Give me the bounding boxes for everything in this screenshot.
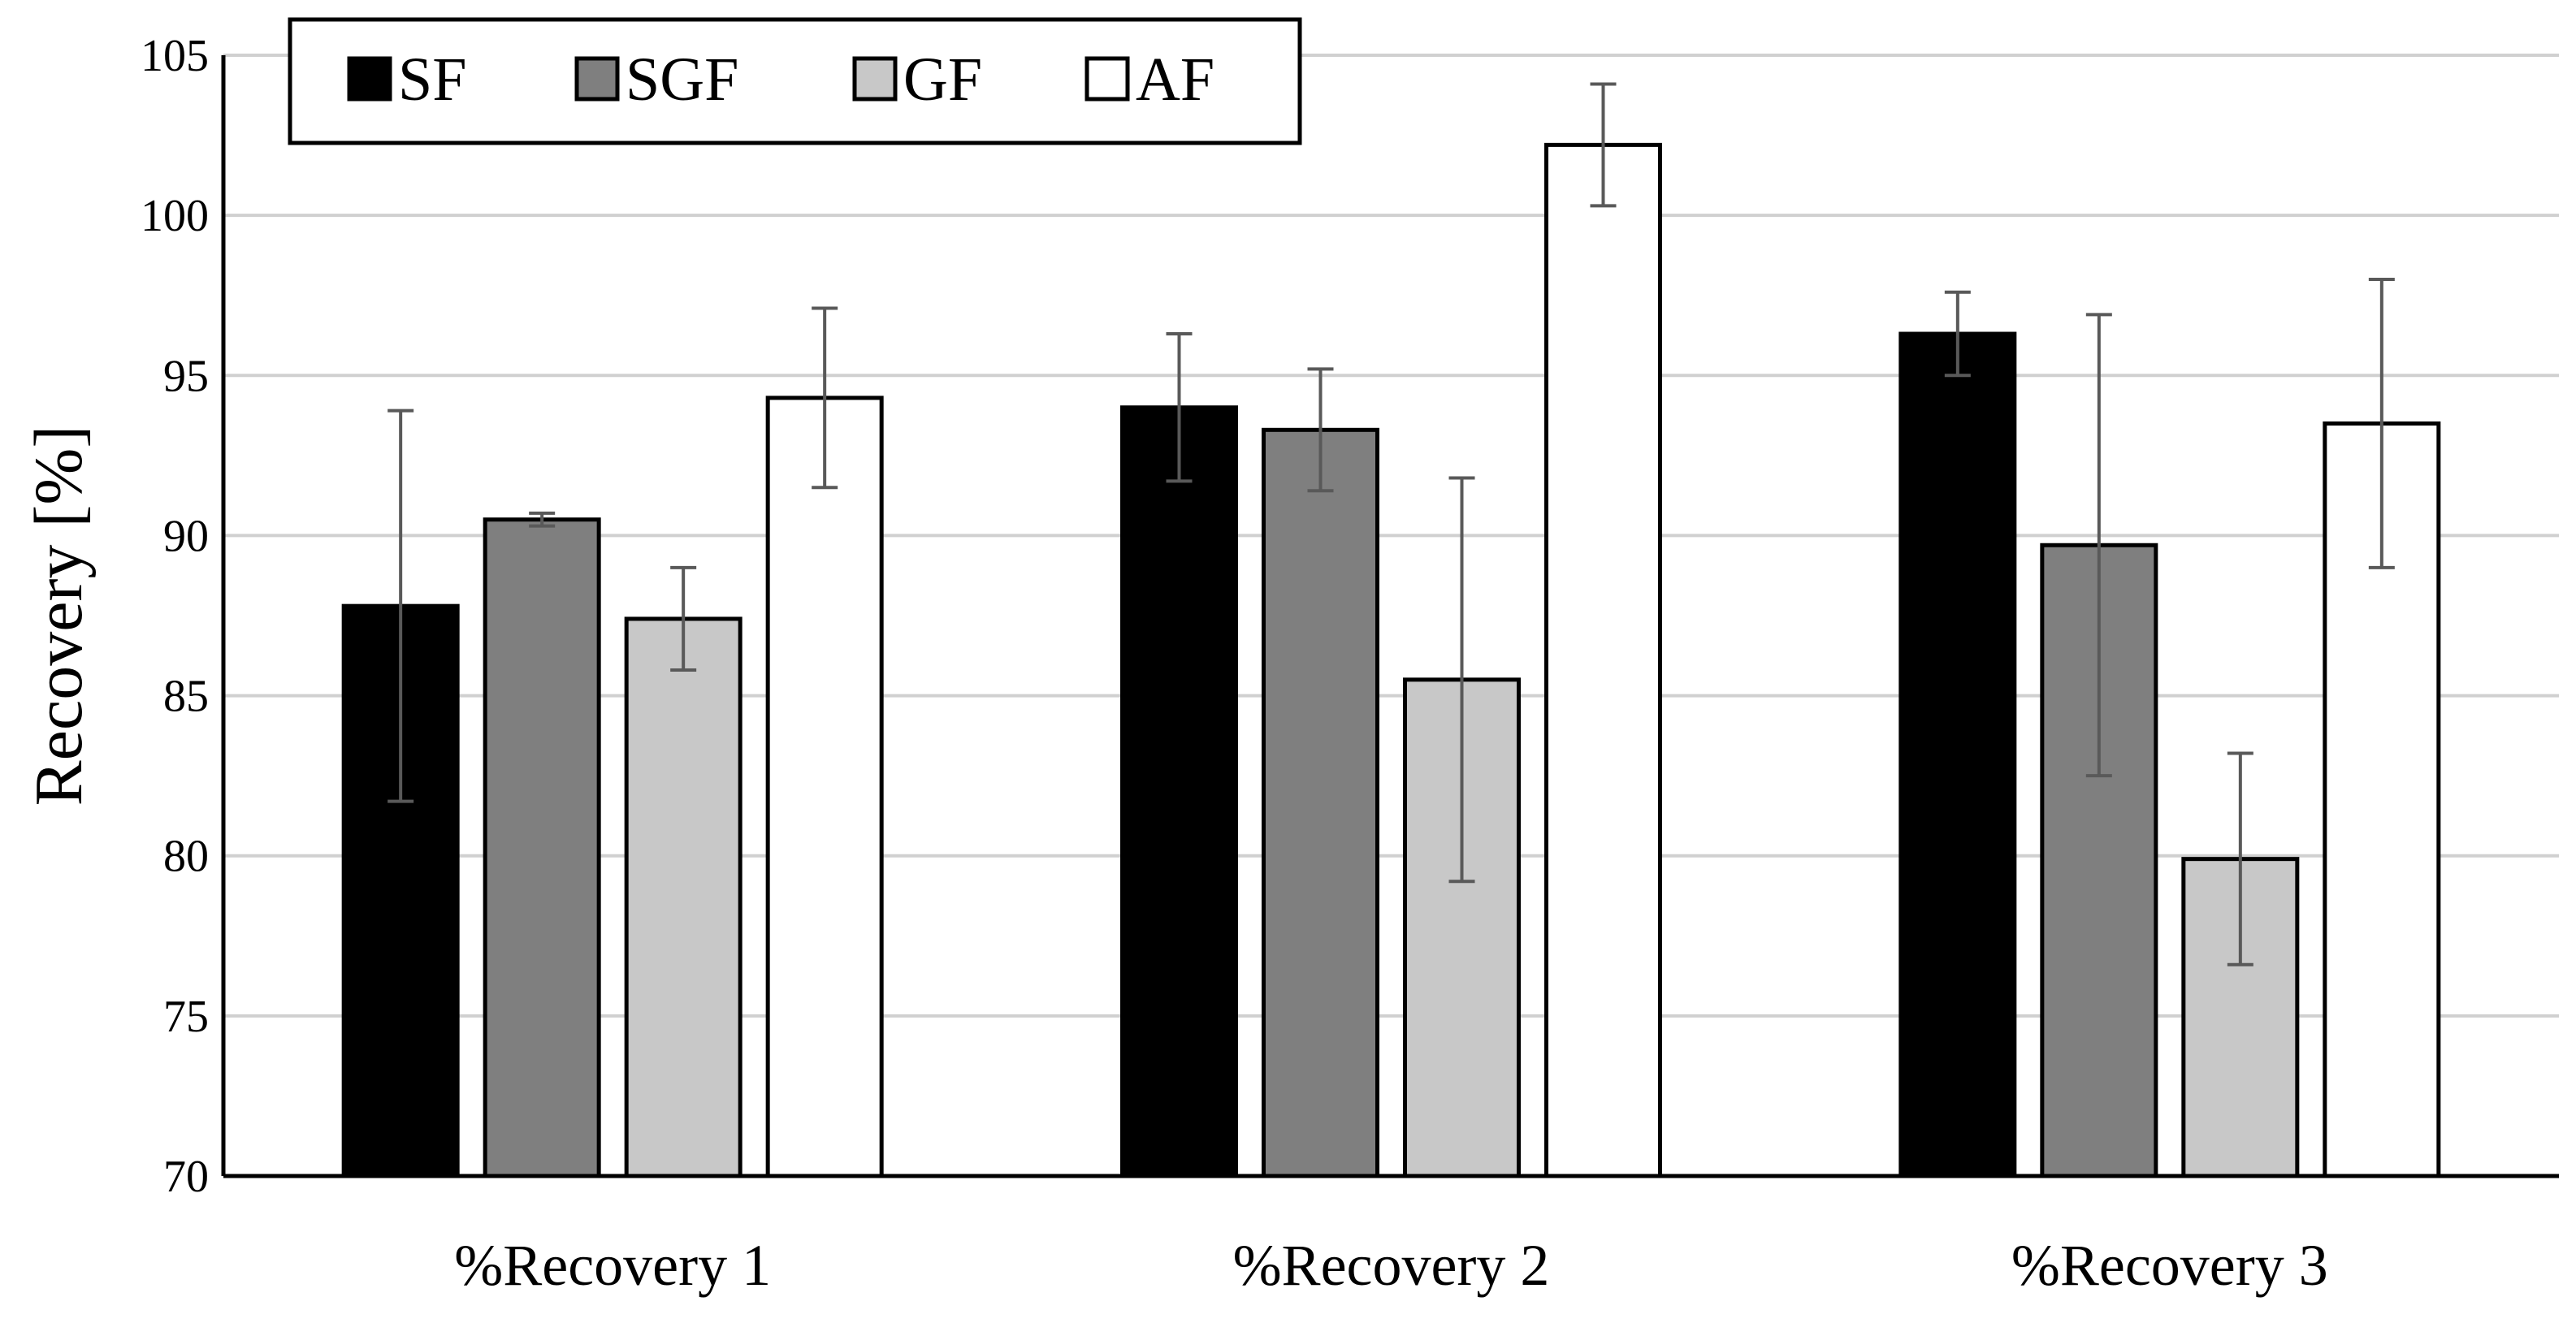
x-tick-label: %Recovery 2 [1233, 1233, 1550, 1298]
error-bar-gf-2 [1448, 476, 1475, 884]
bar-sgf-2 [1262, 427, 1379, 1178]
y-tick-label: 100 [141, 191, 209, 241]
error-bar-sf-2 [1166, 332, 1193, 483]
legend-item-af: AF [1085, 45, 1214, 114]
error-bar-sgf-1 [529, 511, 556, 528]
bars [341, 142, 2441, 1178]
y-tick-label: 70 [163, 1152, 209, 1202]
axes: 70 75 80 85 90 95 100 105 Recovery [%] %Recovery … [21, 31, 2559, 1298]
error-bars [387, 82, 2395, 966]
bar-sf-3 [1898, 331, 2017, 1178]
y-tick-label: 80 [163, 832, 209, 882]
legend-label: GF [903, 45, 982, 114]
legend-swatch [347, 56, 392, 102]
legend-label: SGF [626, 45, 738, 114]
legend-swatch [852, 56, 898, 102]
error-bar-sf-3 [1944, 290, 1971, 378]
legend-item-sgf: SGF [574, 45, 738, 114]
legend-label: AF [1136, 45, 1214, 114]
legend: SF SGF GF AF [288, 17, 1302, 145]
error-bar-af-3 [2368, 278, 2395, 569]
legend-swatch [574, 56, 620, 102]
y-tick-label: 95 [163, 351, 209, 401]
bar-sf-2 [1120, 405, 1238, 1178]
error-bar-sgf-3 [2085, 313, 2112, 778]
legend-box [288, 17, 1302, 145]
bar-af-1 [765, 396, 884, 1178]
legend-item-gf: GF [852, 45, 982, 114]
error-bar-af-1 [812, 306, 838, 490]
error-bar-gf-3 [2227, 751, 2253, 966]
error-bar-sgf-2 [1307, 367, 1334, 493]
y-tick-label: 85 [163, 672, 209, 722]
x-tick-label: %Recovery 3 [2011, 1233, 2328, 1298]
legend-label: SF [398, 45, 467, 114]
legend-item-sf: SF [347, 45, 467, 114]
bar-sgf-1 [483, 517, 601, 1178]
error-bar-sf-1 [387, 409, 414, 803]
x-tick-label: %Recovery 1 [454, 1233, 771, 1298]
error-bar-gf-1 [670, 565, 697, 672]
error-bar-af-2 [1590, 82, 1617, 208]
y-tick-label: 90 [163, 511, 209, 561]
y-axis-title: Recovery [%] [21, 426, 97, 806]
y-tick-label: 75 [163, 992, 209, 1042]
bar-gf-1 [624, 616, 742, 1178]
bar-af-2 [1544, 142, 1662, 1178]
y-tick-label: 105 [141, 31, 209, 81]
legend-swatch [1085, 56, 1130, 102]
